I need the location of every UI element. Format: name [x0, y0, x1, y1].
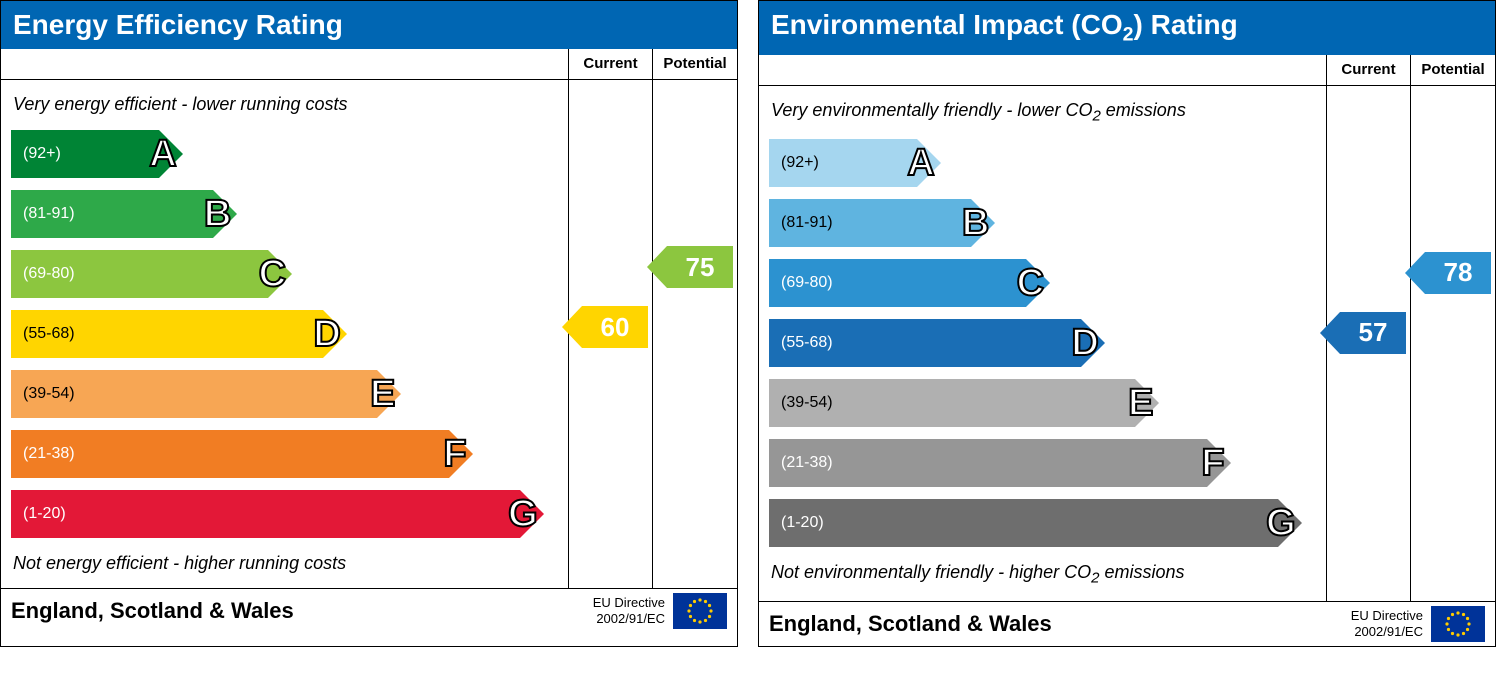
rating-band-row: (39-54) E: [11, 367, 558, 421]
chart-footer: England, Scotland & Wales EU Directive20…: [1, 588, 737, 633]
band-range: (81-91): [769, 214, 833, 232]
current-column-header: Current: [569, 49, 653, 79]
rating-band-B: (81-91) B: [769, 199, 971, 247]
rating-band-E: (39-54) E: [769, 379, 1135, 427]
rating-band-row: (69-80) C: [11, 247, 558, 301]
current-column-header: Current: [1327, 55, 1411, 85]
band-range: (1-20): [11, 505, 66, 523]
band-letter: B: [962, 202, 989, 245]
rating-band-row: (55-68) D: [769, 316, 1316, 370]
rating-band-row: (92+) A: [11, 127, 558, 181]
potential-column-header: Potential: [1411, 55, 1495, 85]
column-header-row: Current Potential: [1, 49, 737, 80]
rating-band-row: (21-38) F: [769, 436, 1316, 490]
band-range: (21-38): [11, 445, 75, 463]
rating-chart: Energy Efficiency Rating Current Potenti…: [0, 0, 738, 647]
rating-band-G: (1-20) G: [11, 490, 520, 538]
rating-band-row: (92+) A: [769, 136, 1316, 190]
rating-band-row: (21-38) F: [11, 427, 558, 481]
rating-band-row: (81-91) B: [769, 196, 1316, 250]
band-range: (92+): [11, 145, 61, 163]
eu-flag-icon: [673, 593, 727, 629]
current-column: 57: [1327, 86, 1411, 601]
rating-band-row: (39-54) E: [769, 376, 1316, 430]
band-range: (55-68): [769, 334, 833, 352]
chart-title: Energy Efficiency Rating: [1, 1, 737, 49]
potential-column: 78: [1411, 86, 1495, 601]
band-letter: F: [443, 433, 466, 476]
band-letter: E: [370, 373, 395, 416]
band-range: (55-68): [11, 325, 75, 343]
rating-band-row: (1-20) G: [769, 496, 1316, 550]
column-header-row: Current Potential: [759, 55, 1495, 86]
rating-band-F: (21-38) F: [769, 439, 1207, 487]
chart-footer: England, Scotland & Wales EU Directive20…: [759, 601, 1495, 646]
bands-area: Very environmentally friendly - lower CO…: [759, 86, 1327, 601]
rating-band-A: (92+) A: [769, 139, 917, 187]
band-range: (69-80): [769, 274, 833, 292]
potential-pointer: 78: [1425, 252, 1491, 294]
current-pointer: 57: [1340, 312, 1406, 354]
bands-area: Very energy efficient - lower running co…: [1, 80, 569, 588]
top-caption: Very environmentally friendly - lower CO…: [771, 100, 1316, 125]
band-letter: E: [1128, 382, 1153, 425]
band-letter: G: [508, 493, 538, 536]
band-range: (21-38): [769, 454, 833, 472]
band-range: (1-20): [769, 514, 824, 532]
current-column: 60: [569, 80, 653, 588]
potential-pointer: 75: [667, 246, 733, 288]
rating-band-B: (81-91) B: [11, 190, 213, 238]
footer-directive: EU Directive2002/91/EC: [593, 595, 665, 626]
band-range: (92+): [769, 154, 819, 172]
rating-band-row: (55-68) D: [11, 307, 558, 361]
potential-column-header: Potential: [653, 49, 737, 79]
rating-band-D: (55-68) D: [769, 319, 1081, 367]
band-letter: B: [204, 193, 231, 236]
bottom-caption: Not environmentally friendly - higher CO…: [771, 562, 1316, 587]
band-letter: D: [313, 313, 340, 356]
rating-band-G: (1-20) G: [769, 499, 1278, 547]
band-range: (39-54): [11, 385, 75, 403]
footer-region: England, Scotland & Wales: [769, 611, 1351, 637]
chart-title: Environmental Impact (CO2) Rating: [759, 1, 1495, 55]
potential-column: 75: [653, 80, 737, 588]
band-range: (39-54): [769, 394, 833, 412]
rating-band-C: (69-80) C: [769, 259, 1026, 307]
band-letter: A: [907, 142, 934, 185]
rating-band-C: (69-80) C: [11, 250, 268, 298]
band-letter: C: [1017, 262, 1044, 305]
rating-band-row: (1-20) G: [11, 487, 558, 541]
rating-band-E: (39-54) E: [11, 370, 377, 418]
footer-directive: EU Directive2002/91/EC: [1351, 608, 1423, 639]
band-letter: C: [259, 253, 286, 296]
rating-band-row: (69-80) C: [769, 256, 1316, 310]
band-range: (81-91): [11, 205, 75, 223]
rating-band-D: (55-68) D: [11, 310, 323, 358]
band-letter: G: [1266, 502, 1296, 545]
current-pointer: 60: [582, 306, 648, 348]
rating-band-row: (81-91) B: [11, 187, 558, 241]
band-letter: F: [1201, 442, 1224, 485]
rating-chart: Environmental Impact (CO2) Rating Curren…: [758, 0, 1496, 647]
bottom-caption: Not energy efficient - higher running co…: [13, 553, 558, 574]
eu-flag-icon: [1431, 606, 1485, 642]
band-letter: D: [1071, 322, 1098, 365]
band-range: (69-80): [11, 265, 75, 283]
footer-region: England, Scotland & Wales: [11, 598, 593, 624]
rating-band-A: (92+) A: [11, 130, 159, 178]
top-caption: Very energy efficient - lower running co…: [13, 94, 558, 115]
band-letter: A: [149, 133, 176, 176]
rating-band-F: (21-38) F: [11, 430, 449, 478]
